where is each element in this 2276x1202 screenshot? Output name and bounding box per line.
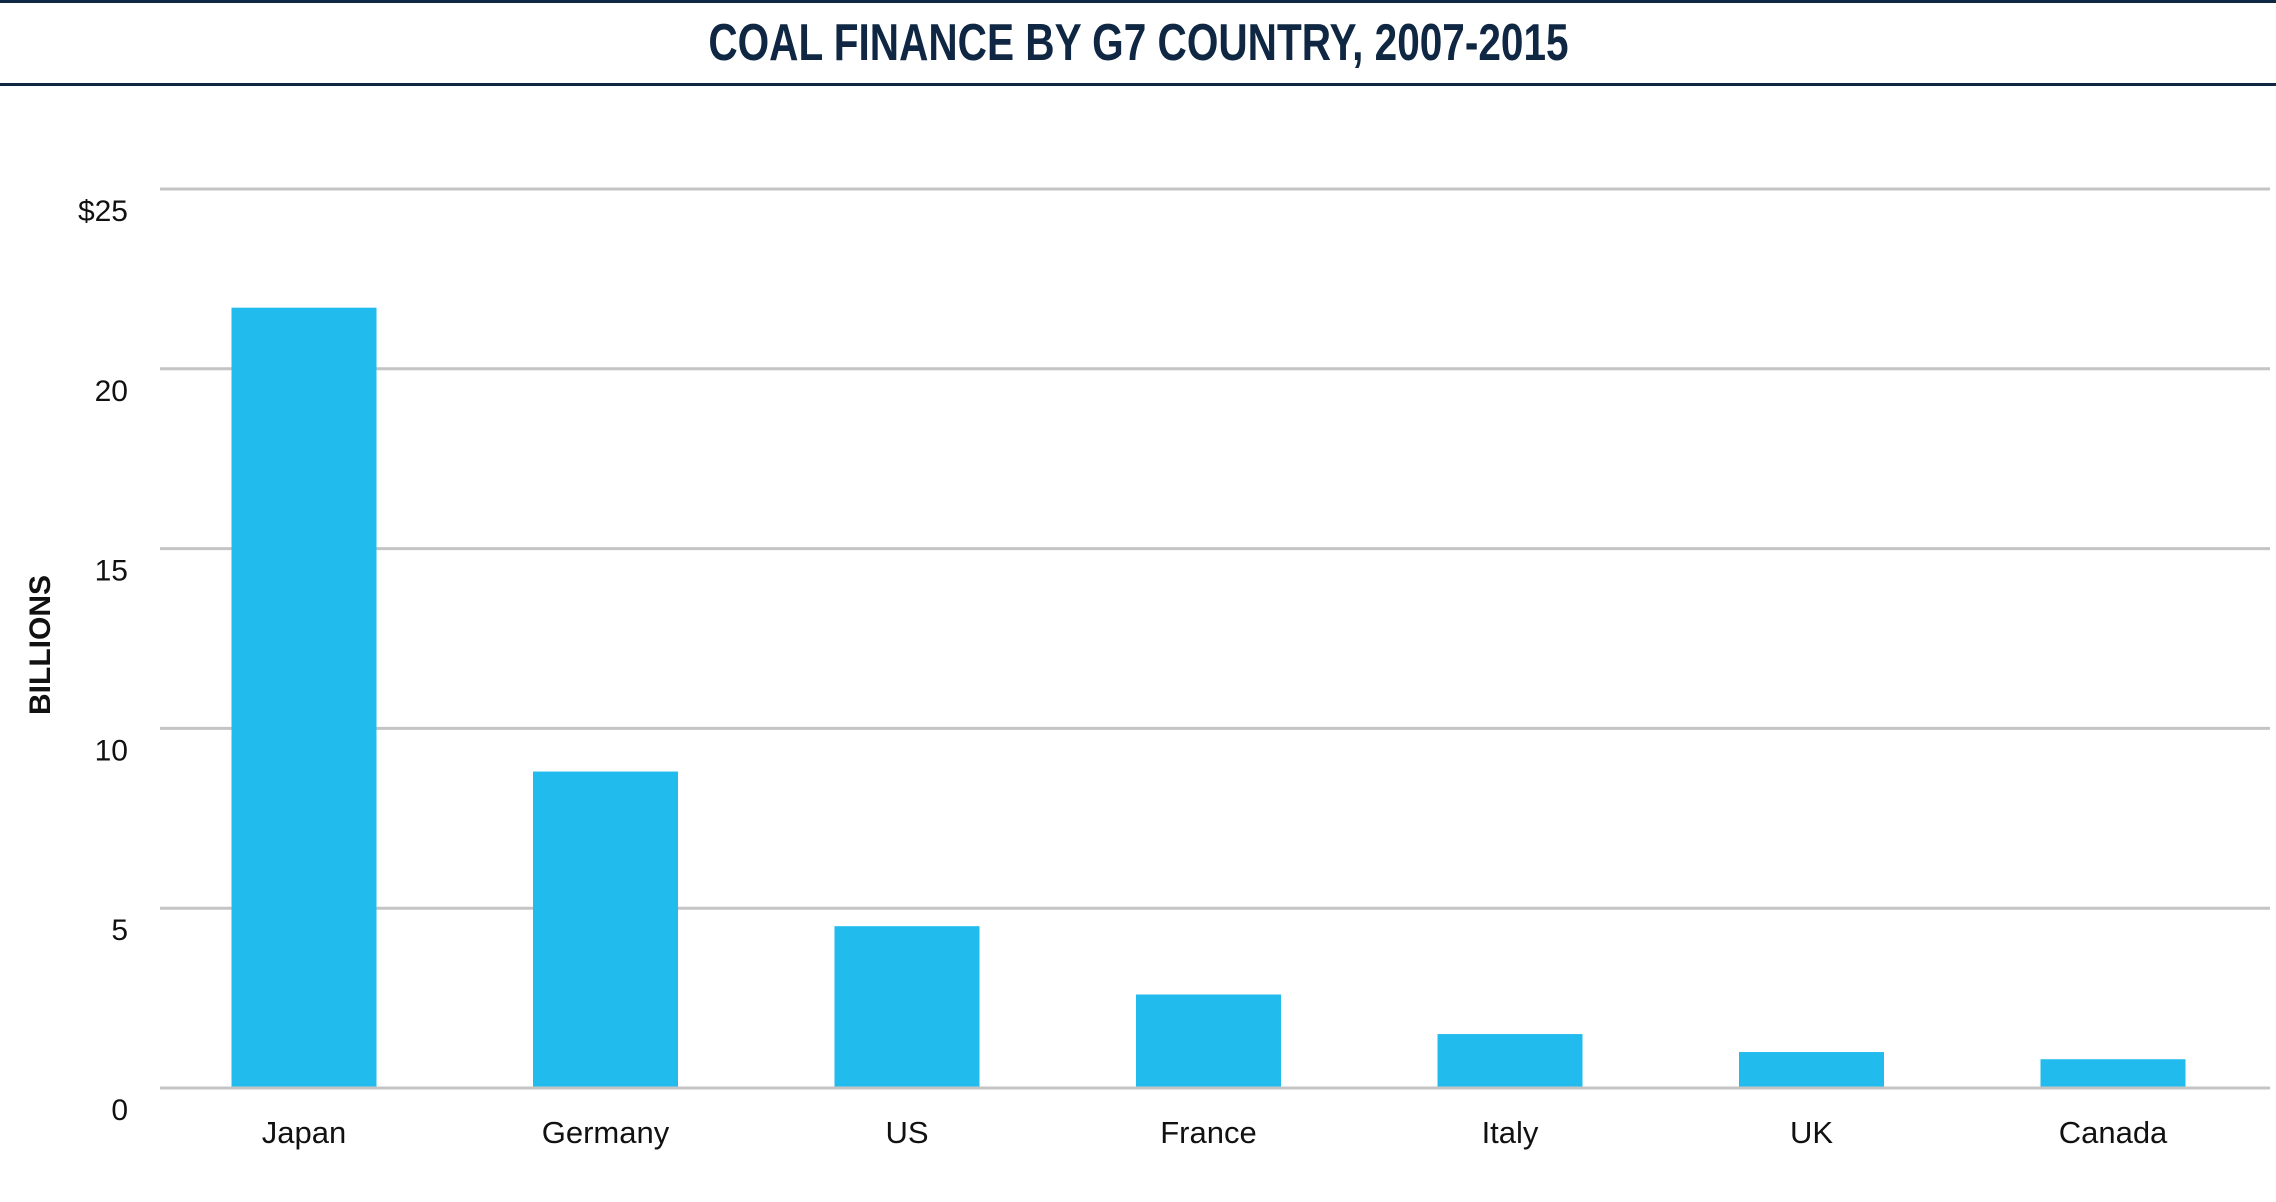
bar-japan	[231, 307, 377, 1089]
bar-france	[1136, 994, 1281, 1088]
title-bar: COAL FINANCE BY G7 COUNTRY, 2007-2015	[0, 0, 2276, 86]
x-axis-categories: Japan Germany US France Italy UK Canada	[262, 1115, 2168, 1150]
x-category-label: UK	[1790, 1115, 1833, 1150]
x-category-label: Canada	[2059, 1115, 2168, 1150]
bar-italy	[1437, 1034, 1583, 1088]
bar-germany	[533, 771, 678, 1088]
y-tick-label: 5	[111, 914, 128, 947]
x-category-label: Italy	[1482, 1115, 1539, 1150]
bars	[160, 307, 2270, 1090]
x-category-label: US	[885, 1115, 928, 1150]
x-category-label: Germany	[542, 1115, 670, 1150]
x-category-label: France	[1160, 1115, 1256, 1150]
y-tick-label: $25	[78, 195, 128, 228]
x-category-label: Japan	[262, 1115, 346, 1150]
y-axis-ticks: 0 5 10 15 20 $25	[78, 195, 128, 1127]
y-tick-label: 15	[95, 555, 128, 588]
bar-us	[834, 926, 980, 1088]
bar-uk	[1739, 1052, 1884, 1088]
bar-canada	[2040, 1059, 2186, 1088]
gridlines	[160, 187, 2270, 1090]
chart-title: COAL FINANCE BY G7 COUNTRY, 2007-2015	[707, 14, 1569, 72]
y-tick-label: 20	[95, 375, 128, 408]
y-tick-label: 10	[95, 734, 128, 767]
y-tick-label: 0	[111, 1094, 128, 1127]
y-axis-title: BILLIONS	[24, 575, 57, 715]
